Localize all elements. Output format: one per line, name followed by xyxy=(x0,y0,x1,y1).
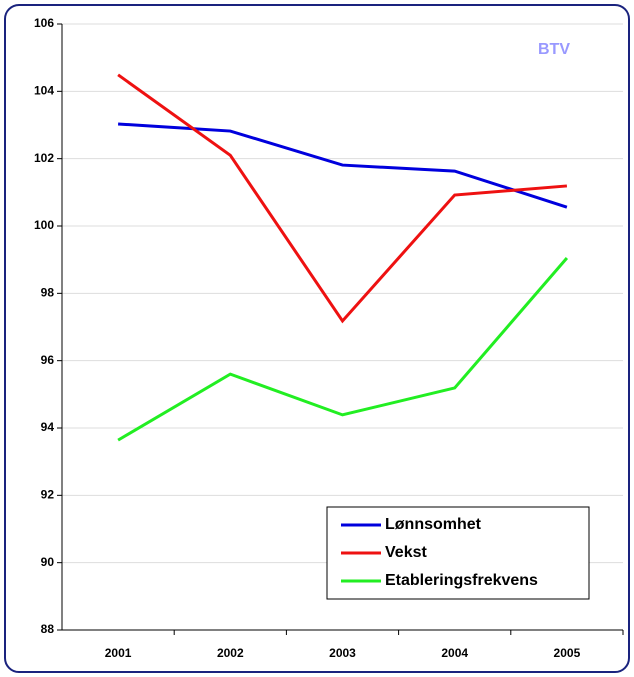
y-tick-label: 88 xyxy=(41,622,55,636)
x-tick-label: 2005 xyxy=(554,646,581,660)
y-tick-label: 104 xyxy=(34,84,54,98)
y-tick-label: 102 xyxy=(34,151,54,165)
legend-label: Etableringsfrekvens xyxy=(385,572,538,589)
y-tick-label: 92 xyxy=(41,488,55,502)
line xyxy=(117,73,568,324)
y-tick-label: 98 xyxy=(41,286,55,300)
y-tick-label: 94 xyxy=(41,420,55,434)
y-tick-label: 96 xyxy=(41,353,55,367)
y-tick-label: 90 xyxy=(41,555,55,569)
legend-label: Lønnsomhet xyxy=(385,516,482,533)
x-tick-label: 2001 xyxy=(105,646,132,660)
x-tick-label: 2004 xyxy=(441,646,468,660)
x-tick-label: 2003 xyxy=(329,646,356,660)
y-tick-label: 100 xyxy=(34,218,54,232)
line xyxy=(117,257,569,442)
y-tick-label: 106 xyxy=(34,16,54,30)
x-tick-label: 2002 xyxy=(217,646,244,660)
annotation: BTV xyxy=(538,41,570,58)
frame xyxy=(4,4,630,673)
legend-label: Vekst xyxy=(385,544,427,561)
